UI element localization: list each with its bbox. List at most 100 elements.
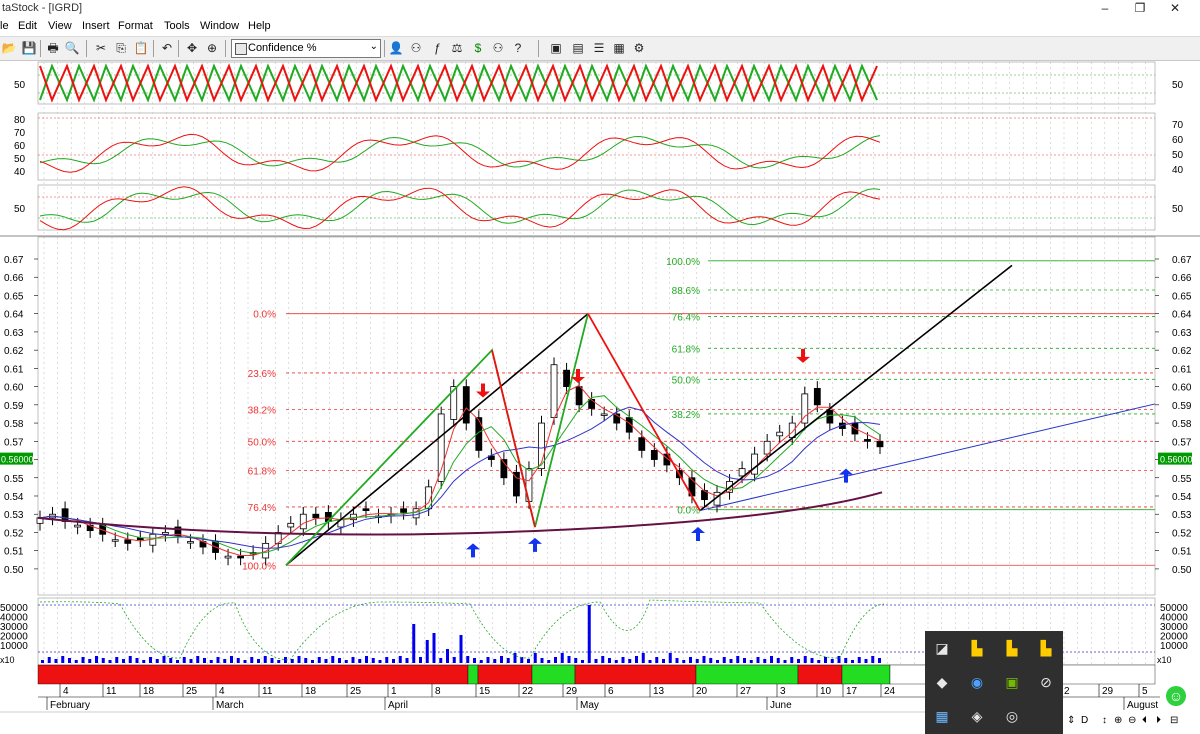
last-icon[interactable]: ⊟ — [1170, 715, 1179, 726]
candle-body — [124, 539, 132, 544]
user-icon[interactable]: 👤 — [388, 41, 404, 55]
month-label: May — [580, 700, 599, 711]
zoom-status-icon[interactable]: ⊕ — [1114, 715, 1123, 726]
pan-icon[interactable]: ✥ — [186, 41, 198, 55]
menu-edit[interactable]: Edit — [18, 20, 37, 32]
eye-off-tray-icon[interactable]: ⊘ — [1040, 674, 1052, 690]
prev-icon[interactable]: ⏴ — [1142, 715, 1147, 726]
minimize-button[interactable]: – — [1101, 1, 1109, 15]
menu-tools[interactable]: Tools — [164, 20, 190, 32]
binoculars-question-icon[interactable]: ⚇ — [492, 41, 504, 55]
nvidia-tray-icon[interactable]: ▣ — [1005, 674, 1019, 690]
zoom-icon[interactable]: ⊕ — [206, 41, 218, 55]
indicator-select[interactable]: Confidence % ⌄ — [231, 39, 381, 58]
stock-tray-icon[interactable]: ▙ — [1006, 640, 1018, 656]
cut-icon[interactable]: ✂ — [95, 41, 107, 55]
y-tick-right: 0.50 — [1172, 565, 1192, 576]
toolbar-separator — [225, 40, 226, 57]
undo-icon[interactable]: ↶ — [161, 41, 173, 55]
candle-body — [600, 413, 608, 416]
fib-left-label: 0.0% — [253, 310, 276, 321]
grid-icon[interactable]: ▦ — [613, 41, 625, 55]
month-label: June — [770, 700, 792, 711]
candle-body — [876, 440, 884, 448]
balance-icon[interactable]: ⚖ — [451, 41, 463, 55]
osc2-tick-right: 50 — [1172, 150, 1184, 161]
volume-bar — [216, 657, 220, 663]
day-label: 11 — [106, 686, 117, 697]
steam-tray-icon[interactable]: ◎ — [1005, 708, 1019, 724]
paste-icon[interactable]: 📋 — [133, 41, 149, 55]
tile-horizontal-2-icon[interactable]: ☰ — [593, 41, 605, 55]
volume-green-curve — [39, 599, 885, 661]
price-label-bg-right — [1158, 452, 1192, 465]
volume-bar — [236, 658, 240, 663]
print-preview-icon[interactable]: 🔍 — [64, 41, 80, 55]
volume-bar — [230, 656, 233, 663]
diamond-tray-icon[interactable]: ◆ — [936, 674, 948, 690]
binoculars-icon[interactable]: ⚇ — [410, 41, 422, 55]
menu-file[interactable]: le — [0, 20, 9, 32]
trend-bar-segment — [797, 664, 843, 685]
menu-format[interactable]: Format — [118, 20, 153, 32]
osc3-tick-right: 50 — [1172, 204, 1184, 215]
first-icon[interactable]: ⊖ — [1128, 715, 1137, 726]
fib-right-label: 0.0% — [677, 506, 700, 517]
volume-bar — [122, 659, 125, 663]
menu-window[interactable]: Window — [200, 20, 240, 32]
settings-icon[interactable]: ⚙ — [633, 41, 645, 55]
candle-body — [450, 386, 458, 420]
volume-bar — [223, 659, 227, 663]
tile-horizontal-icon[interactable]: ▤ — [572, 41, 584, 55]
volume-bar — [675, 658, 679, 663]
y-tick-left: 0.51 — [4, 547, 24, 558]
menu-insert[interactable]: Insert — [82, 20, 110, 32]
volume-bar — [392, 659, 395, 663]
smiley-icon[interactable]: ☺ — [1166, 686, 1186, 706]
help-pointer-icon[interactable]: ? — [514, 41, 522, 55]
osc3-green-line — [39, 188, 881, 226]
day-label: 25 — [350, 686, 362, 697]
window-icon[interactable]: ▣ — [550, 41, 562, 55]
osc2-tick-left: 70 — [14, 128, 26, 139]
open-icon[interactable]: 📂 — [1, 41, 17, 55]
chevron-down-icon[interactable]: ⌄ — [369, 41, 378, 52]
volume-tick-left: 10000 — [0, 641, 28, 652]
print-icon[interactable]: 🖶 — [47, 41, 59, 55]
volume-bar — [783, 660, 787, 663]
globe-tray-icon[interactable]: ◉ — [970, 674, 984, 690]
dollar-icon[interactable]: $ — [474, 41, 482, 55]
y-tick-right: 0.52 — [1172, 528, 1192, 539]
candle-body — [776, 431, 784, 437]
volume-bar — [648, 660, 652, 663]
grid-tray-icon[interactable]: ▦ — [935, 708, 949, 724]
menu-view[interactable]: View — [48, 20, 72, 32]
status-bar: ⇕ D ↕ ⊕ ⊖ ⏴ ⏵ ⊟ — [1062, 712, 1200, 730]
copy-icon[interactable]: ⎘ — [116, 41, 126, 55]
restore-button[interactable]: ❐ — [1134, 1, 1146, 15]
function-icon[interactable]: ƒ — [433, 41, 441, 55]
volume-bar — [527, 659, 530, 663]
app-tray-icon[interactable]: ◪ — [935, 640, 949, 656]
close-button[interactable]: ✕ — [1169, 1, 1181, 15]
stock-chart[interactable]: 0.0%23.6%38.2%50.0%61.8%76.4%100.0%100.0… — [0, 60, 1200, 734]
next-icon[interactable]: ⏵ — [1156, 715, 1161, 726]
step-icon[interactable]: ⇕ — [1067, 715, 1076, 726]
volume-bar — [169, 658, 173, 663]
stock-tray-icon[interactable]: ▙ — [971, 640, 983, 656]
volume-bar — [560, 653, 564, 663]
save-icon[interactable]: 💾 — [21, 41, 37, 55]
menu-help[interactable]: Help — [248, 20, 271, 32]
window-title: taStock - [IGRD] — [2, 2, 83, 14]
shield-tray-icon[interactable]: ◈ — [971, 708, 983, 724]
fib-left-label: 100.0% — [242, 561, 276, 572]
stock-tray-icon[interactable]: ▙ — [1040, 640, 1052, 656]
buy-arrow-icon — [466, 543, 480, 558]
candle-body — [638, 437, 646, 451]
candle-body — [864, 439, 871, 442]
d-label-icon[interactable]: D — [1081, 715, 1089, 726]
dollar-up-icon[interactable]: ↕ — [1102, 715, 1107, 726]
volume-bar — [263, 656, 267, 663]
candle-body — [513, 471, 520, 497]
candle-body — [74, 524, 82, 528]
